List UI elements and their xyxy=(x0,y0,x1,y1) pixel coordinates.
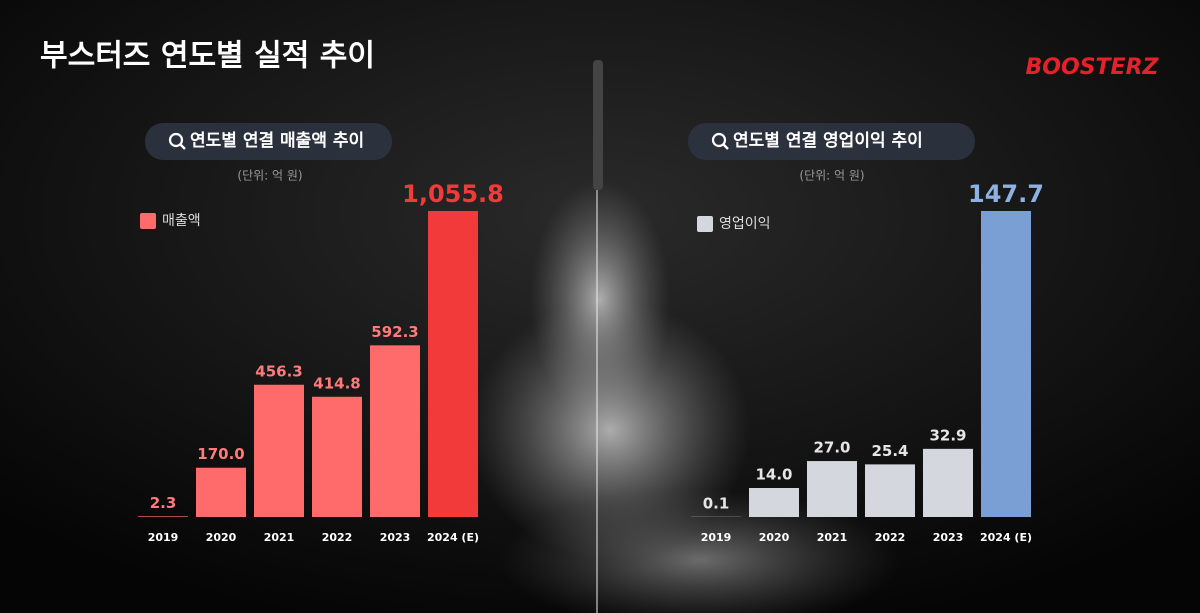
x-tick-label: 2019 xyxy=(148,531,179,544)
value-label: 170.0 xyxy=(197,445,244,463)
chart-title: 연도별 연결 매출액 추이 xyxy=(190,131,364,151)
value-label: 25.4 xyxy=(871,442,908,460)
x-tick-label: 2020 xyxy=(206,531,237,544)
search-icon xyxy=(179,143,186,150)
x-tick-label: 2022 xyxy=(322,531,353,544)
x-tick-label: 2024 (E) xyxy=(427,531,479,544)
search-pill xyxy=(688,123,975,160)
search-icon xyxy=(722,143,729,150)
value-label: 27.0 xyxy=(813,439,850,457)
x-tick-label: 2021 xyxy=(264,531,295,544)
value-label: 592.3 xyxy=(371,323,418,341)
bar xyxy=(254,384,304,517)
page-title: 부스터즈 연도별 실적 추이 xyxy=(40,39,375,74)
bar xyxy=(923,448,973,517)
search-pill xyxy=(145,123,392,160)
chart-subtitle: (단위: 억 원) xyxy=(799,169,864,183)
search-icon xyxy=(168,132,184,148)
smoke xyxy=(500,490,900,613)
rocket xyxy=(593,60,603,190)
value-label: 1,055.8 xyxy=(402,180,504,208)
bar xyxy=(312,396,362,517)
chart-subtitle: (단위: 억 원) xyxy=(237,169,302,183)
bar xyxy=(138,516,188,517)
chart-title: 연도별 연결 영업이익 추이 xyxy=(733,131,923,151)
legend-label: 영업이익 xyxy=(719,216,771,232)
bar xyxy=(865,464,915,517)
legend-swatch xyxy=(140,213,156,229)
x-tick-label: 2019 xyxy=(701,531,732,544)
bar xyxy=(370,345,420,517)
bar xyxy=(807,461,857,517)
value-label: 2.3 xyxy=(150,494,177,512)
x-tick-label: 2020 xyxy=(759,531,790,544)
legend-swatch xyxy=(697,216,713,232)
value-label: 32.9 xyxy=(929,426,966,444)
bar xyxy=(428,211,478,517)
bar xyxy=(981,211,1031,517)
x-tick-label: 2024 (E) xyxy=(980,531,1032,544)
value-label: 414.8 xyxy=(313,374,360,392)
logo: BOOSTERZ xyxy=(1026,55,1160,80)
search-icon xyxy=(711,132,727,148)
value-label: 14.0 xyxy=(755,465,792,483)
x-tick-label: 2022 xyxy=(875,531,906,544)
x-tick-label: 2023 xyxy=(933,531,964,544)
x-tick-label: 2023 xyxy=(380,531,411,544)
bar xyxy=(196,467,246,517)
value-label: 147.7 xyxy=(968,180,1044,208)
value-label: 0.1 xyxy=(703,494,730,512)
legend-label: 매출액 xyxy=(162,213,201,229)
x-tick-label: 2021 xyxy=(817,531,848,544)
bar xyxy=(749,487,799,517)
value-label: 456.3 xyxy=(255,362,302,380)
